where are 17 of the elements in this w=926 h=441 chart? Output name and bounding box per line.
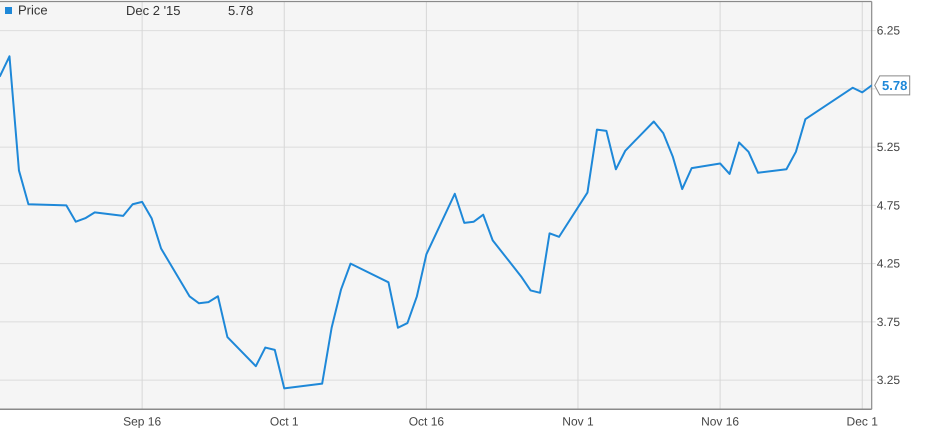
data-label: 5.78 (882, 78, 908, 93)
y-tick-label: 4.75 (876, 198, 900, 212)
y-tick-label: 3.25 (876, 373, 900, 388)
x-tick-label: Oct 16 (408, 414, 444, 428)
annotation: 5.78 (228, 3, 254, 18)
x-tick-label: Sep 16 (123, 414, 162, 428)
x-tick-label: Nov 16 (701, 414, 740, 428)
x-tick-label: Oct 1 (270, 414, 299, 428)
line-series (0, 55, 872, 390)
legend-label: Price (18, 2, 48, 18)
annotation: Dec 2 '15 (126, 3, 181, 18)
x-tick-label: Dec 1 (846, 414, 878, 428)
y-tick-label: 6.25 (876, 24, 900, 38)
y-tick-label: 5.25 (876, 140, 900, 154)
y-tick-label: 3.75 (876, 314, 900, 329)
x-tick-label: Nov 1 (562, 414, 594, 428)
y-tick-label: 4.25 (876, 256, 900, 271)
